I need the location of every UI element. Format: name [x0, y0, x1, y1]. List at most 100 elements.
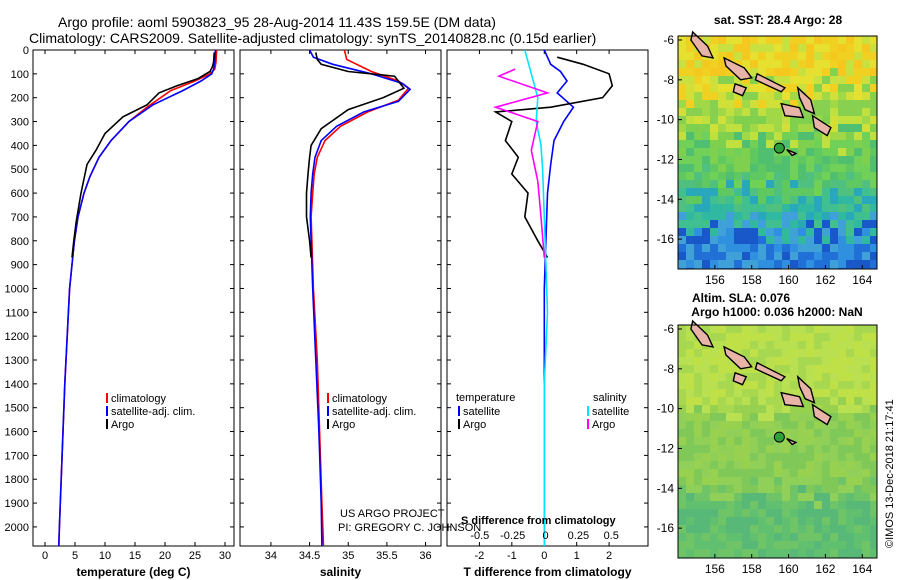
- heatmap-cell: [726, 220, 735, 229]
- legend-label: satellite: [592, 406, 629, 418]
- heatmap-cell: [758, 196, 767, 205]
- heatmap-cell: [798, 116, 807, 125]
- heatmap-cell: [766, 485, 775, 494]
- heatmap-cell: [782, 405, 791, 414]
- heatmap-cell: [750, 445, 759, 454]
- heatmap-cell: [742, 501, 751, 510]
- heatmap-cell: [862, 116, 871, 125]
- heatmap-cell: [814, 204, 823, 213]
- heatmap-cell: [742, 220, 751, 229]
- heatmap-cell: [862, 453, 871, 462]
- heatmap-cell: [710, 204, 719, 213]
- heatmap-cell: [742, 349, 751, 358]
- heatmap-cell: [814, 36, 823, 45]
- heatmap-cell: [838, 212, 847, 221]
- heatmap-cell: [846, 381, 855, 390]
- depth-tick-label: 1400: [5, 379, 29, 391]
- heatmap-cell: [742, 525, 751, 534]
- heatmap-cell: [686, 429, 695, 438]
- heatmap-cell: [830, 236, 839, 245]
- heatmap-cell: [782, 501, 791, 510]
- heatmap-cell: [766, 525, 775, 534]
- heatmap-cell: [678, 148, 687, 157]
- heatmap-cell: [686, 132, 695, 141]
- heatmap-cell: [734, 156, 743, 165]
- heatmap-cell: [814, 68, 823, 77]
- heatmap-cell: [798, 541, 807, 550]
- heatmap-cell: [870, 132, 877, 141]
- heatmap-cell: [758, 485, 767, 494]
- heatmap-cell: [718, 164, 727, 173]
- heatmap-cell: [846, 100, 855, 109]
- heatmap-cell: [750, 389, 759, 398]
- heatmap-cell: [854, 108, 863, 117]
- heatmap-cell: [854, 405, 863, 414]
- x-tick-label: 0: [42, 550, 48, 562]
- x-tick-label: 160: [779, 562, 799, 576]
- heatmap-cell: [726, 172, 735, 181]
- heatmap-cell: [790, 236, 799, 245]
- heatmap-cell: [710, 148, 719, 157]
- heatmap-cell: [862, 541, 871, 550]
- heatmap-cell: [686, 236, 695, 245]
- heatmap-cell: [838, 204, 847, 213]
- heatmap-cell: [758, 509, 767, 518]
- heatmap-cell: [750, 413, 759, 422]
- heatmap-cell: [862, 92, 871, 101]
- heatmap-cell: [854, 549, 863, 558]
- heatmap-cell: [718, 220, 727, 229]
- heatmap-cell: [694, 397, 703, 406]
- y-tick-label: -10: [657, 402, 675, 416]
- heatmap-cell: [822, 501, 831, 510]
- pi-credit: PI: GREGORY C. JOHNSON: [338, 522, 481, 534]
- heatmap-cell: [846, 180, 855, 189]
- heatmap-cell: [782, 76, 791, 85]
- heatmap-cell: [742, 445, 751, 454]
- heatmap-cell: [710, 461, 719, 470]
- heatmap-cell: [854, 341, 863, 350]
- project-credit: US ARGO PROJECT: [340, 508, 445, 520]
- heatmap-cell: [694, 389, 703, 398]
- heatmap-cell: [782, 204, 791, 213]
- heatmap-cell: [782, 36, 791, 45]
- island-polygon: [723, 56, 753, 81]
- legend-header-salinity: salinity: [593, 392, 627, 404]
- heatmap-cell: [806, 220, 815, 229]
- heatmap-cell: [766, 172, 775, 181]
- heatmap-cell: [686, 204, 695, 213]
- heatmap-cell: [694, 172, 703, 181]
- heatmap-cell: [694, 220, 703, 229]
- heatmap-cell: [774, 421, 783, 430]
- heatmap-cell: [782, 228, 791, 237]
- heatmap-cell: [870, 84, 877, 93]
- heatmap-cell: [862, 429, 871, 438]
- heatmap-cell: [822, 421, 831, 430]
- heatmap-cell: [758, 445, 767, 454]
- heatmap-cell: [870, 60, 877, 69]
- y-tick-label: -8: [663, 73, 674, 87]
- heatmap-cell: [726, 501, 735, 510]
- heatmap-cell: [870, 533, 877, 542]
- heatmap-cell: [814, 421, 823, 430]
- heatmap-cell: [678, 252, 687, 261]
- heatmap-cell: [718, 76, 727, 85]
- heatmap-cell: [870, 477, 877, 486]
- heatmap-cell: [742, 244, 751, 253]
- heatmap-cell: [718, 381, 727, 390]
- heatmap-cell: [678, 429, 687, 438]
- heatmap-cell: [742, 236, 751, 245]
- heatmap-cell: [710, 469, 719, 478]
- heatmap-cell: [694, 405, 703, 414]
- heatmap-cell: [686, 533, 695, 542]
- heatmap-cell: [846, 76, 855, 85]
- heatmap-cell: [710, 164, 719, 173]
- heatmap-cell: [790, 196, 799, 205]
- heatmap-cell: [822, 140, 831, 149]
- heatmap-cell: [694, 413, 703, 422]
- heatmap-cell: [702, 68, 711, 77]
- heatmap-cell: [702, 381, 711, 390]
- heatmap-cell: [750, 381, 759, 390]
- heatmap-cell: [798, 453, 807, 462]
- x-tick-label: 35: [342, 550, 354, 562]
